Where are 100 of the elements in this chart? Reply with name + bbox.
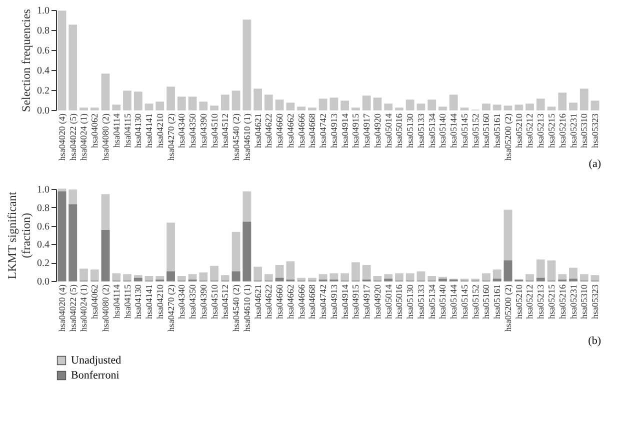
x-tick-label: hsa05216 xyxy=(557,113,568,148)
x-tick-label: hsa04915 xyxy=(350,284,361,319)
x-tick-label: hsa05130 xyxy=(405,113,416,148)
x-tick-label: hsa04914 xyxy=(340,284,350,319)
x-tick-label: hsa04920 xyxy=(372,284,382,319)
y-tick-label: 0.6 xyxy=(37,221,50,232)
x-tick-label: hsa05152 xyxy=(470,284,480,319)
x-tick-label: hsa05144 xyxy=(448,113,459,148)
x-tick-label: hsa04610 (1) xyxy=(242,114,252,161)
x-tick-label: hsa05152 xyxy=(470,114,480,148)
y-tick-label: 0.6 xyxy=(37,46,50,56)
x-tick-label: hsa04115 xyxy=(122,284,132,319)
x-tick-label: hsa04024 (1) xyxy=(78,284,89,332)
x-tick-label: hsa05200 (2) xyxy=(502,284,513,332)
y-axis-title: Selection frequencies xyxy=(19,8,33,112)
y-tick-label: 0.2 xyxy=(37,258,50,270)
x-tick-label: hsa04621 xyxy=(252,284,263,319)
x-tick-label: hsa05323 xyxy=(590,113,600,148)
x-tick-label: hsa04917 xyxy=(362,284,372,319)
x-tick-label: hsa04742 xyxy=(318,284,328,319)
x-tick-label: hsa04114 xyxy=(111,284,122,319)
x-tick-label: hsa04020 (4) xyxy=(56,114,67,161)
x-tick-label: hsa04662 xyxy=(285,284,296,319)
x-tick-label: hsa04022 (5) xyxy=(68,284,78,332)
text: (a) xyxy=(588,158,602,170)
x-tick-label: hsa05215 xyxy=(546,113,557,148)
x-tick-label: hsa04510 xyxy=(209,113,220,148)
x-tick-label: hsa04914 xyxy=(340,113,350,148)
x-tick-label: hsa05133 xyxy=(416,284,426,319)
x-tick-label: hsa04130 xyxy=(133,113,144,148)
x-tick-label: hsa05200 (2) xyxy=(502,114,513,161)
x-tick-label: hsa04390 xyxy=(198,113,208,148)
x-tick-label: hsa04662 xyxy=(285,114,296,148)
x-tick-label: hsa04666 xyxy=(296,113,306,148)
x-tick-label: hsa04340 xyxy=(176,284,187,319)
x-tick-label: hsa05014 xyxy=(383,113,394,148)
x-tick-label: hsa05161 xyxy=(492,114,502,148)
x-tick-label: hsa04114 xyxy=(111,113,122,148)
x-tick-label: hsa04210 xyxy=(154,113,165,148)
x-tick-label: hsa04540 (2) xyxy=(231,114,242,161)
x-tick-label: hsa04512 xyxy=(220,114,230,148)
x-tick-label: hsa04022 (5) xyxy=(68,114,78,161)
x-tick-label: hsa04666 xyxy=(296,284,306,319)
x-tick-label: hsa05014 xyxy=(383,284,394,319)
x-tick-label: hsa04913 xyxy=(328,284,339,319)
text: (b) xyxy=(588,335,602,348)
x-tick-label: hsa05210 xyxy=(514,113,524,148)
x-tick-label: hsa05133 xyxy=(416,113,426,148)
x-tick-label: hsa05231 xyxy=(568,114,578,148)
legend-label: Bonferroni xyxy=(71,370,120,382)
y-tick-label: 0.2 xyxy=(37,86,50,96)
x-tick-label: hsa04080 (2) xyxy=(100,284,110,332)
y-tick-label: 0.8 xyxy=(37,26,50,36)
y-tick-label: 1.0 xyxy=(37,6,50,16)
y-tick-label: 1.0 xyxy=(37,184,50,196)
x-tick-label: hsa04130 xyxy=(133,284,144,319)
x-tick-label: hsa04020 (4) xyxy=(56,284,67,332)
y-tick-label: 0.8 xyxy=(37,202,50,214)
x-tick-label: hsa04024 (1) xyxy=(78,114,89,161)
x-tick-label: hsa05216 xyxy=(557,284,568,319)
x-tick-label: hsa05213 xyxy=(536,113,546,148)
y-tick-label: 0.0 xyxy=(37,106,50,116)
x-tick-label: hsa05212 xyxy=(524,284,535,319)
x-tick-label: hsa05160 xyxy=(481,113,492,148)
y-tick-label: 0.4 xyxy=(37,240,50,251)
x-tick-label: hsa05145 xyxy=(459,113,470,148)
x-tick-label: hsa05016 xyxy=(394,113,404,148)
x-tick-label: hsa04913 xyxy=(328,113,339,148)
x-tick-label: hsa05016 xyxy=(394,284,404,319)
x-tick-label: hsa04141 xyxy=(144,284,154,319)
x-tick-label: hsa04115 xyxy=(122,113,132,148)
x-tick-label: hsa04390 xyxy=(198,284,208,319)
x-tick-label: hsa05215 xyxy=(546,284,557,319)
x-tick-label: hsa05212 xyxy=(524,114,535,148)
x-tick-label: hsa04742 xyxy=(318,114,328,148)
x-tick-label: hsa04510 xyxy=(209,284,220,319)
x-tick-label: hsa05161 xyxy=(492,284,502,319)
x-tick-label: hsa04610 (1) xyxy=(242,284,252,332)
x-tick-label: hsa04350 xyxy=(188,284,198,319)
x-tick-label: hsa04062 xyxy=(90,284,100,319)
x-tick-label: hsa04668 xyxy=(307,284,318,319)
y-axis-title: LKMT significant (fraction) xyxy=(5,191,33,280)
x-tick-label: hsa05130 xyxy=(405,284,416,319)
x-tick-label: hsa05160 xyxy=(481,284,492,319)
x-tick-label: hsa04340 xyxy=(176,113,187,148)
x-tick-label: hsa04512 xyxy=(220,284,230,319)
x-tick-label: hsa05213 xyxy=(536,284,546,319)
x-tick-label: hsa05134 xyxy=(426,284,437,319)
x-tick-label: hsa05210 xyxy=(514,284,524,319)
x-tick-label: hsa05231 xyxy=(568,284,578,319)
x-tick-label: hsa04270 (2) xyxy=(166,284,176,332)
x-tick-label: hsa04668 xyxy=(307,113,318,148)
x-tick-label: hsa05144 xyxy=(448,284,459,319)
x-tick-label: hsa05323 xyxy=(590,284,600,319)
x-tick-label: hsa05310 xyxy=(579,284,590,319)
x-tick-label: hsa05140 xyxy=(438,113,448,148)
y-tick-label: 0.0 xyxy=(37,276,50,288)
x-tick-label: hsa04622 xyxy=(264,114,274,148)
x-tick-label: hsa04210 xyxy=(154,284,165,319)
x-tick-label: hsa05145 xyxy=(459,284,470,319)
